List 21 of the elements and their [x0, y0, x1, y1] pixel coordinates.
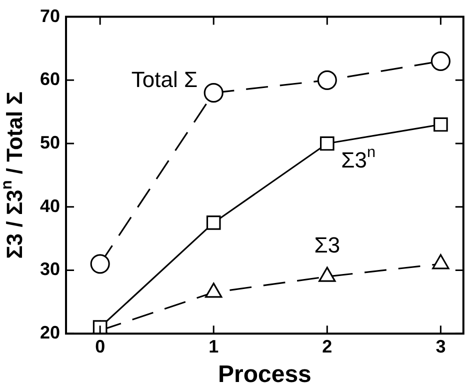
- y-tick-label: 60: [40, 69, 60, 90]
- y-tick-label: 70: [40, 6, 60, 26]
- series-label: Total Σ: [131, 66, 198, 92]
- x-tick-label: 3: [436, 336, 446, 356]
- point: [204, 83, 224, 103]
- x-axis-title: Process: [218, 361, 312, 388]
- point: [206, 216, 221, 230]
- point: [320, 136, 334, 151]
- x-tick-label: 1: [208, 336, 219, 356]
- y-tick-label: 20: [40, 322, 60, 343]
- y-tick-label: 50: [40, 132, 60, 152]
- x-tick-label: 0: [95, 336, 106, 356]
- point: [434, 117, 448, 132]
- series-label: Σ3: [314, 232, 340, 258]
- point: [317, 70, 337, 90]
- point: [90, 254, 110, 274]
- y-tick-label: 30: [40, 259, 60, 280]
- x-tick-label: 2: [322, 336, 332, 356]
- y-axis-title: Σ3 / Σ3n / Total Σ: [0, 92, 28, 259]
- point: [430, 51, 450, 71]
- y-tick-label: 40: [40, 196, 60, 216]
